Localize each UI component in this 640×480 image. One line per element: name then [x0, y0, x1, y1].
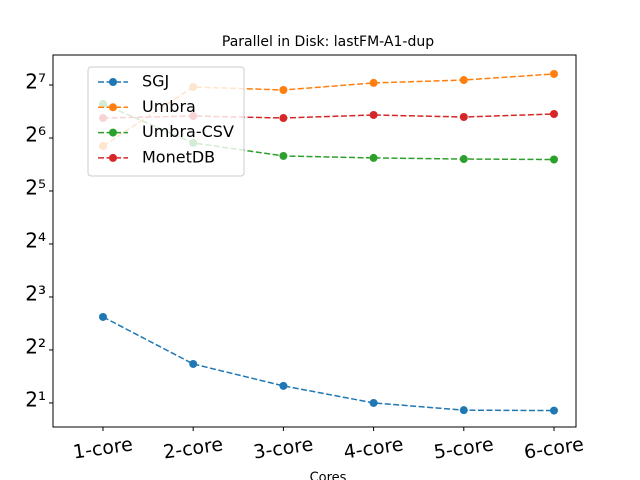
y-tick-label: 2⁴ — [25, 228, 46, 252]
y-tick-label: 2⁶ — [25, 122, 46, 146]
y-tick-label: 2¹ — [25, 387, 46, 411]
legend-label: SGJ — [142, 72, 169, 91]
y-tick-label: 2⁵ — [25, 175, 46, 199]
data-point — [550, 109, 558, 118]
data-point — [550, 155, 558, 164]
y-tick-label: 2³ — [25, 281, 46, 305]
legend-label: Umbra — [142, 97, 196, 116]
data-point — [459, 406, 468, 415]
data-point — [369, 398, 378, 407]
legend-box — [87, 66, 245, 177]
data-point — [279, 151, 288, 160]
plot-area — [52, 54, 577, 428]
y-tick-label: 2⁷ — [25, 69, 46, 93]
data-point — [459, 76, 468, 85]
data-point — [369, 110, 378, 119]
legend-label: Umbra-CSV — [142, 122, 234, 141]
legend-marker — [109, 128, 117, 137]
y-tick-label: 2² — [25, 334, 46, 358]
x-tick-label: 2-core — [162, 433, 225, 463]
legend-label: MonetDB — [142, 147, 215, 166]
legend-marker — [109, 103, 117, 112]
x-tick-label: 3-core — [252, 433, 315, 463]
x-tick-label: 5-core — [432, 433, 495, 463]
data-point — [369, 78, 378, 87]
data-point — [459, 155, 468, 164]
series-line — [102, 113, 555, 119]
data-point — [550, 69, 558, 78]
x-tick-label: 1-core — [72, 433, 135, 463]
data-point — [189, 359, 198, 368]
legend-marker — [109, 153, 117, 162]
data-point — [550, 406, 558, 415]
legend-marker — [109, 78, 117, 86]
chart-title: Parallel in Disk: lastFM-A1-dup — [222, 34, 434, 50]
data-point — [99, 312, 107, 321]
data-point — [459, 113, 468, 122]
x-axis-label: Cores — [310, 471, 347, 480]
data-point — [279, 114, 288, 123]
data-point — [279, 381, 288, 390]
x-tick-label: 6-core — [523, 433, 586, 463]
data-point — [279, 85, 288, 94]
x-tick-label: 4-core — [342, 433, 405, 463]
series-line — [102, 316, 555, 412]
legend: SGJ Umbra Umbra-CSV MonetDB — [87, 66, 245, 177]
data-point — [369, 153, 378, 162]
